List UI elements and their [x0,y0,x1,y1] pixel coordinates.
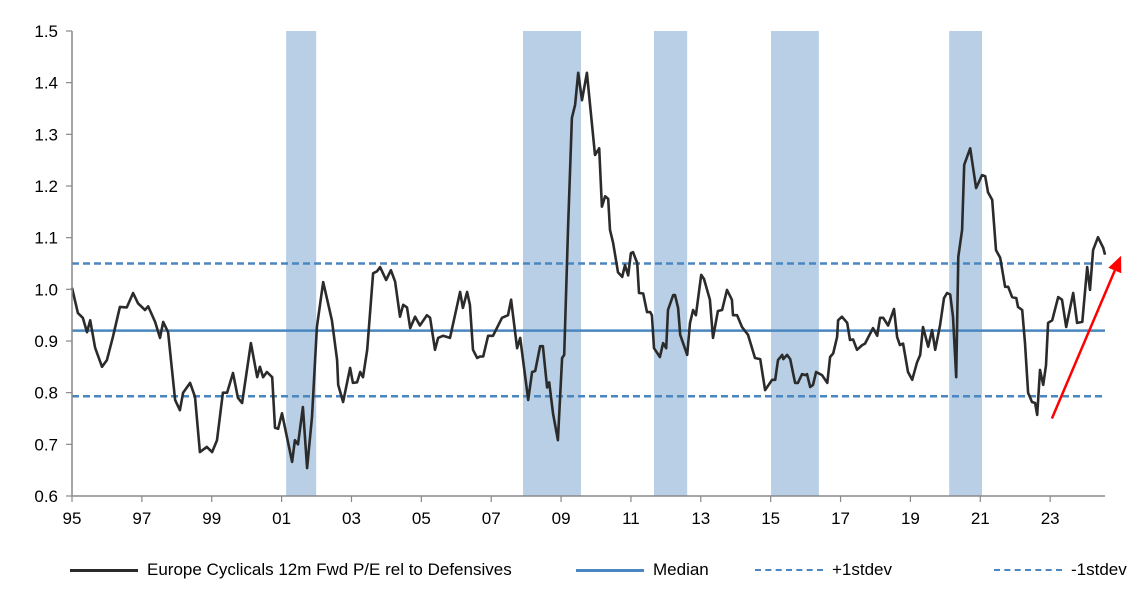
arrow-annotation-head [1108,255,1122,274]
chart: 0.6 0.7 0.8 0.9 1.0 1.1 1.2 1.3 1.4 1.5 95 97 99 01 0… [34,22,1122,528]
legend-label: +1stdev [832,560,893,579]
y-tick-label: 0.8 [34,384,58,403]
x-tick-label: 13 [691,509,710,528]
x-tick-label: 19 [901,509,920,528]
x-tick-label: 05 [412,509,431,528]
legend-item-series: Europe Cyclicals 12m Fwd P/E rel to Defe… [70,556,512,584]
legend-swatch-minus-1stdev [994,569,1062,571]
y-tick-label: 1.1 [34,229,58,248]
legend-label: -1stdev [1071,560,1127,579]
x-tick-label: 95 [63,509,82,528]
legend-item-plus-1stdev: +1stdev [755,556,892,584]
y-tick-label: 1.2 [34,177,58,196]
x-tick-label: 09 [552,509,571,528]
x-tick-label: 21 [971,509,990,528]
arrow-annotation-shaft [1050,269,1116,419]
x-tick-label: 23 [1041,509,1060,528]
y-tick-label: 0.9 [34,332,58,351]
x-tick-label: 99 [202,509,221,528]
y-tick-label: 1.5 [34,22,58,41]
x-axis-ticks: 95 97 99 01 03 05 07 09 11 13 15 17 19 21 23 [63,496,1060,528]
x-tick-label: 17 [831,509,850,528]
series-lines [70,71,1107,470]
x-tick-label: 03 [342,509,361,528]
y-tick-label: 0.7 [34,435,58,454]
y-axis-ticks: 0.6 0.7 0.8 0.9 1.0 1.1 1.2 1.3 1.4 1.5 [34,22,72,506]
legend-item-minus-1stdev: -1stdev [994,556,1127,584]
y-tick-label: 1.0 [34,280,58,299]
x-tick-label: 01 [272,509,291,528]
x-tick-label: 11 [622,509,640,528]
y-tick-label: 1.4 [34,74,58,93]
y-tick-label: 0.6 [34,487,58,506]
x-tick-label: 07 [482,509,501,528]
legend-swatch-median [576,568,644,572]
y-tick-label: 1.3 [34,125,58,144]
legend: Europe Cyclicals 12m Fwd P/E rel to Defe… [0,556,1140,586]
annotations [1050,255,1122,419]
series-line [70,71,1107,470]
legend-swatch-plus-1stdev [755,569,823,571]
legend-label: Median [653,560,709,579]
legend-swatch-series [70,568,138,572]
axes [71,31,1105,497]
x-tick-label: 97 [132,509,151,528]
legend-label: Europe Cyclicals 12m Fwd P/E rel to Defe… [147,560,512,579]
legend-item-median: Median [576,556,709,584]
x-tick-label: 15 [761,509,780,528]
